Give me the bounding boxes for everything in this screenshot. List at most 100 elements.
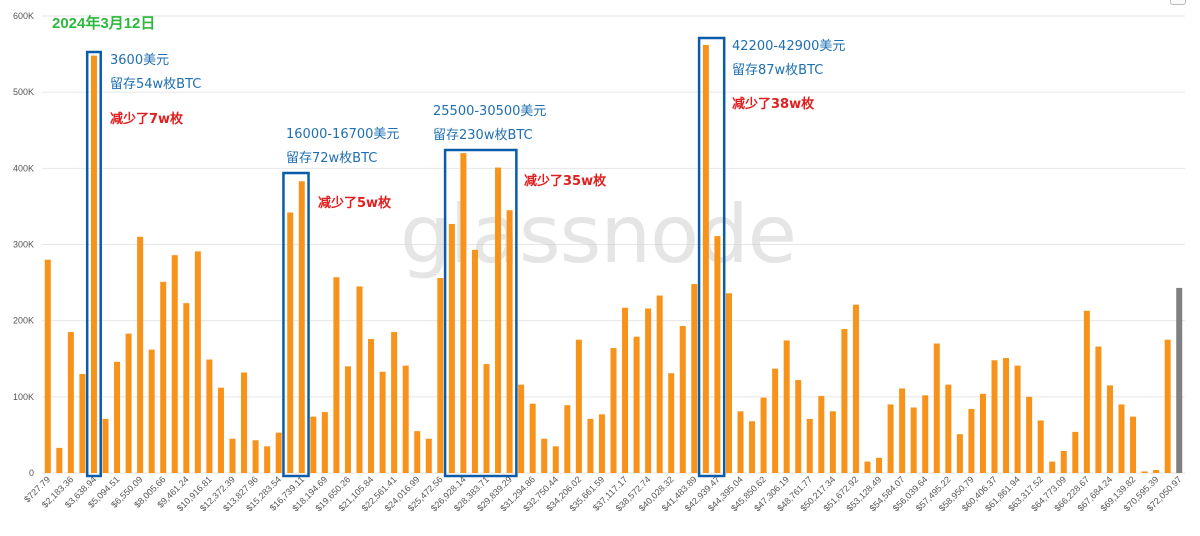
bar	[1083, 310, 1090, 473]
bar	[876, 457, 883, 473]
bar	[1003, 357, 1010, 473]
highlight-box	[443, 148, 518, 478]
bar	[206, 359, 213, 473]
bar	[1118, 404, 1125, 473]
bar	[783, 340, 790, 473]
bar	[691, 284, 698, 473]
bar	[102, 418, 109, 473]
bar	[933, 343, 940, 473]
reduction-label: 减少了7w枚	[110, 111, 184, 127]
price-range-label: 3600美元	[110, 53, 169, 68]
bar	[1014, 365, 1021, 473]
bar	[425, 438, 432, 473]
bar	[979, 393, 986, 473]
bar	[333, 277, 340, 473]
bar	[818, 396, 825, 473]
bar	[356, 286, 363, 473]
bar	[575, 339, 582, 473]
bar	[90, 55, 97, 474]
bar	[125, 333, 132, 473]
price-range-label: 16000-16700美元	[286, 127, 399, 142]
bar	[1060, 450, 1067, 473]
y-tick-label: 0	[29, 468, 34, 478]
bar	[252, 440, 259, 473]
y-tick-label: 500K	[13, 87, 34, 97]
bar	[622, 307, 629, 473]
bar	[887, 404, 894, 473]
bar	[702, 44, 709, 474]
bar	[633, 336, 640, 473]
bar	[829, 411, 836, 473]
bar	[1141, 471, 1148, 473]
bar	[968, 409, 975, 473]
bar	[194, 251, 201, 473]
bar	[795, 380, 802, 473]
bar	[368, 338, 375, 473]
bar	[217, 387, 224, 473]
bar	[321, 412, 328, 473]
bar	[991, 360, 998, 473]
bar	[922, 395, 929, 473]
bar	[79, 373, 86, 473]
bar	[760, 397, 767, 473]
bar	[171, 255, 178, 473]
bar	[483, 364, 490, 473]
y-tick-label: 100K	[13, 392, 34, 402]
y-tick-label: 600K	[13, 11, 34, 21]
y-tick-label: 200K	[13, 316, 34, 326]
bar	[44, 259, 51, 473]
bar	[67, 332, 74, 473]
bar	[772, 368, 779, 473]
bar	[864, 461, 871, 473]
bar	[506, 210, 513, 473]
bar	[414, 431, 421, 473]
price-range-label: 25500-30500美元	[433, 104, 546, 119]
bar	[229, 438, 236, 473]
reduction-label: 减少了38w枚	[732, 96, 815, 112]
bar	[1037, 420, 1044, 473]
bar	[310, 416, 317, 473]
bar	[598, 414, 605, 473]
bar	[841, 329, 848, 473]
watermark: glassnode	[400, 188, 796, 281]
bar	[460, 153, 467, 473]
bar	[241, 372, 248, 473]
bar	[160, 281, 167, 473]
bar	[114, 361, 121, 473]
bar	[1130, 416, 1137, 473]
bar	[1049, 461, 1056, 473]
bar	[852, 304, 859, 473]
bar	[437, 278, 444, 473]
bar	[471, 249, 478, 473]
highlight-box	[697, 36, 726, 478]
y-tick-label: 400K	[13, 163, 34, 173]
bar	[1164, 339, 1171, 473]
remaining-label: 留存54w枚BTC	[110, 77, 201, 92]
price-range-label: 42200-42900美元	[732, 39, 845, 54]
bar	[645, 308, 652, 473]
bar	[275, 432, 282, 473]
remaining-label: 留存72w枚BTC	[286, 151, 377, 166]
bar	[56, 447, 63, 473]
bar	[1106, 385, 1113, 473]
bar	[564, 405, 571, 473]
date-label: 2024年3月12日	[52, 15, 156, 32]
bar	[148, 349, 155, 473]
bar	[495, 167, 502, 474]
menu-icon[interactable]	[1170, 0, 1186, 5]
bar	[137, 236, 144, 473]
bar	[529, 403, 536, 473]
bar	[344, 366, 351, 473]
highlight-box	[85, 50, 102, 478]
bar	[1072, 431, 1079, 473]
bar	[714, 236, 721, 473]
bar	[402, 365, 409, 473]
bar	[448, 223, 455, 473]
bar	[379, 371, 386, 473]
bar	[298, 181, 305, 473]
bar	[668, 373, 675, 473]
bar	[183, 303, 190, 473]
bar	[391, 332, 398, 473]
remaining-label: 留存87w枚BTC	[732, 63, 823, 78]
